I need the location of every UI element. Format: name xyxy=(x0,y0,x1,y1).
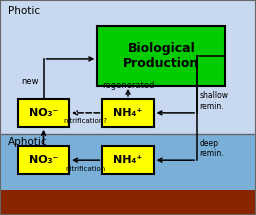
Text: NO₃⁻: NO₃⁻ xyxy=(29,155,58,165)
Text: shallow
remin.: shallow remin. xyxy=(200,91,229,111)
Bar xyxy=(18,99,69,127)
Bar xyxy=(102,146,154,174)
Text: nitrification?: nitrification? xyxy=(64,118,108,124)
Bar xyxy=(0,134,256,190)
Text: Aphotic: Aphotic xyxy=(8,137,47,147)
Text: deep
remin.: deep remin. xyxy=(200,139,224,158)
Bar xyxy=(18,146,69,174)
Bar xyxy=(0,0,256,134)
Text: NH₄⁺: NH₄⁺ xyxy=(113,155,143,165)
Bar xyxy=(97,26,225,86)
Text: NO₃⁻: NO₃⁻ xyxy=(29,108,58,118)
Text: nitrification: nitrification xyxy=(66,166,106,172)
Text: NH₄⁺: NH₄⁺ xyxy=(113,108,143,118)
Bar xyxy=(0,190,256,215)
Text: regenerated: regenerated xyxy=(102,81,154,90)
Text: Biological
Production: Biological Production xyxy=(123,42,199,70)
Bar xyxy=(102,99,154,127)
Text: Photic: Photic xyxy=(8,6,40,17)
Text: new: new xyxy=(21,77,38,86)
